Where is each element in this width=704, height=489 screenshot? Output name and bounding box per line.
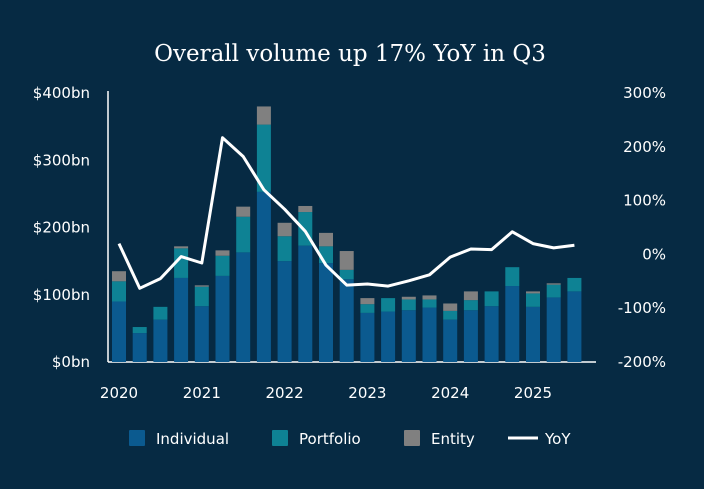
bar-entity <box>319 232 333 247</box>
bar-individual <box>298 245 313 362</box>
yoy-line-group <box>117 136 575 290</box>
left-axis: $0bn $100bn $200bn $300bn $400bn <box>33 84 109 371</box>
bar-portfolio <box>463 300 478 311</box>
left-tick-label: $300bn <box>33 151 90 169</box>
legend-label-entity: Entity <box>431 430 475 448</box>
bar-entity <box>360 298 375 305</box>
bar-individual <box>132 333 147 362</box>
bar-individual <box>153 319 168 362</box>
legend-swatch-portfolio <box>272 430 288 446</box>
bar-portfolio <box>215 255 230 276</box>
x-tick-label: 2023 <box>348 384 386 402</box>
bar-portfolio <box>443 310 458 320</box>
bar-portfolio <box>526 293 540 307</box>
bar-entity <box>443 303 458 311</box>
bar-entity <box>112 271 126 282</box>
bar-individual <box>463 310 478 362</box>
bar-portfolio <box>422 299 437 308</box>
legend-label-portfolio: Portfolio <box>299 430 361 448</box>
bar-individual <box>236 252 251 362</box>
bar-portfolio <box>381 298 396 312</box>
right-axis: -200% -100% 0% 100% 200% 300% <box>618 84 666 371</box>
legend-label-yoy: YoY <box>544 430 571 448</box>
bar-portfolio <box>360 304 375 313</box>
x-tick-label: 2021 <box>183 384 221 402</box>
right-tick-label: -100% <box>618 299 666 317</box>
bar-entity <box>401 296 416 300</box>
bar-portfolio <box>277 236 292 262</box>
bar-individual <box>174 277 189 362</box>
left-tick-label: $400bn <box>33 84 90 102</box>
bar-portfolio <box>174 248 189 278</box>
bar-entity <box>215 250 230 256</box>
bar-individual <box>256 191 271 362</box>
chart-title: Overall volume up 17% YoY in Q3 <box>154 41 546 67</box>
right-tick-label: 300% <box>623 84 666 102</box>
bar-portfolio <box>567 277 582 292</box>
bar-individual <box>401 310 416 362</box>
bar-portfolio <box>546 284 561 298</box>
legend-swatch-entity <box>404 430 420 446</box>
right-tick-label: 0% <box>642 245 666 263</box>
legend: Individual Portfolio Entity YoY <box>129 430 571 448</box>
bar-individual <box>567 291 582 362</box>
left-tick-label: $0bn <box>52 353 90 371</box>
left-tick-label: $200bn <box>33 219 90 237</box>
bar-entity <box>174 246 189 249</box>
bar-portfolio <box>153 306 168 320</box>
bar-portfolio <box>339 269 354 280</box>
bar-individual <box>526 306 540 362</box>
bar-individual <box>215 275 230 362</box>
bar-portfolio <box>401 299 416 311</box>
bar-portfolio <box>256 124 271 192</box>
bar-entity <box>526 291 540 294</box>
left-tick-label: $100bn <box>33 286 90 304</box>
bar-portfolio <box>484 291 499 307</box>
bar-portfolio <box>194 286 209 307</box>
bar-individual <box>505 286 520 362</box>
bar-individual <box>339 279 354 362</box>
bar-individual <box>194 306 209 362</box>
x-axis: 2020 2021 2022 2023 2024 2025 <box>100 361 596 402</box>
bar-entity <box>463 291 478 301</box>
bar-portfolio <box>112 281 126 302</box>
bar-individual <box>422 307 437 362</box>
bar-individual <box>277 261 292 362</box>
bar-portfolio <box>505 267 520 287</box>
right-tick-label: -200% <box>618 353 666 371</box>
bar-individual <box>319 263 333 362</box>
bar-individual <box>381 311 396 362</box>
bar-individual <box>112 301 126 362</box>
bar-entity <box>546 283 561 285</box>
bar-entity <box>277 222 292 237</box>
bar-portfolio <box>236 216 251 253</box>
bar-individual <box>484 306 499 362</box>
bar-entity <box>256 106 271 125</box>
legend-label-individual: Individual <box>156 430 229 448</box>
x-tick-label: 2025 <box>514 384 552 402</box>
bar-individual <box>360 312 375 362</box>
bar-portfolio <box>132 327 147 334</box>
bar-individual <box>443 319 458 362</box>
bar-entity <box>298 205 313 213</box>
x-tick-label: 2020 <box>100 384 138 402</box>
bar-entity <box>339 251 354 270</box>
bar-entity <box>236 206 251 217</box>
right-tick-label: 200% <box>623 138 666 156</box>
legend-swatch-individual <box>129 430 145 446</box>
right-tick-label: 100% <box>623 192 666 210</box>
bar-entity <box>194 285 209 287</box>
bar-individual <box>546 297 561 362</box>
x-tick-label: 2024 <box>431 384 469 402</box>
x-tick-label: 2022 <box>266 384 304 402</box>
bar-entity <box>422 295 437 300</box>
